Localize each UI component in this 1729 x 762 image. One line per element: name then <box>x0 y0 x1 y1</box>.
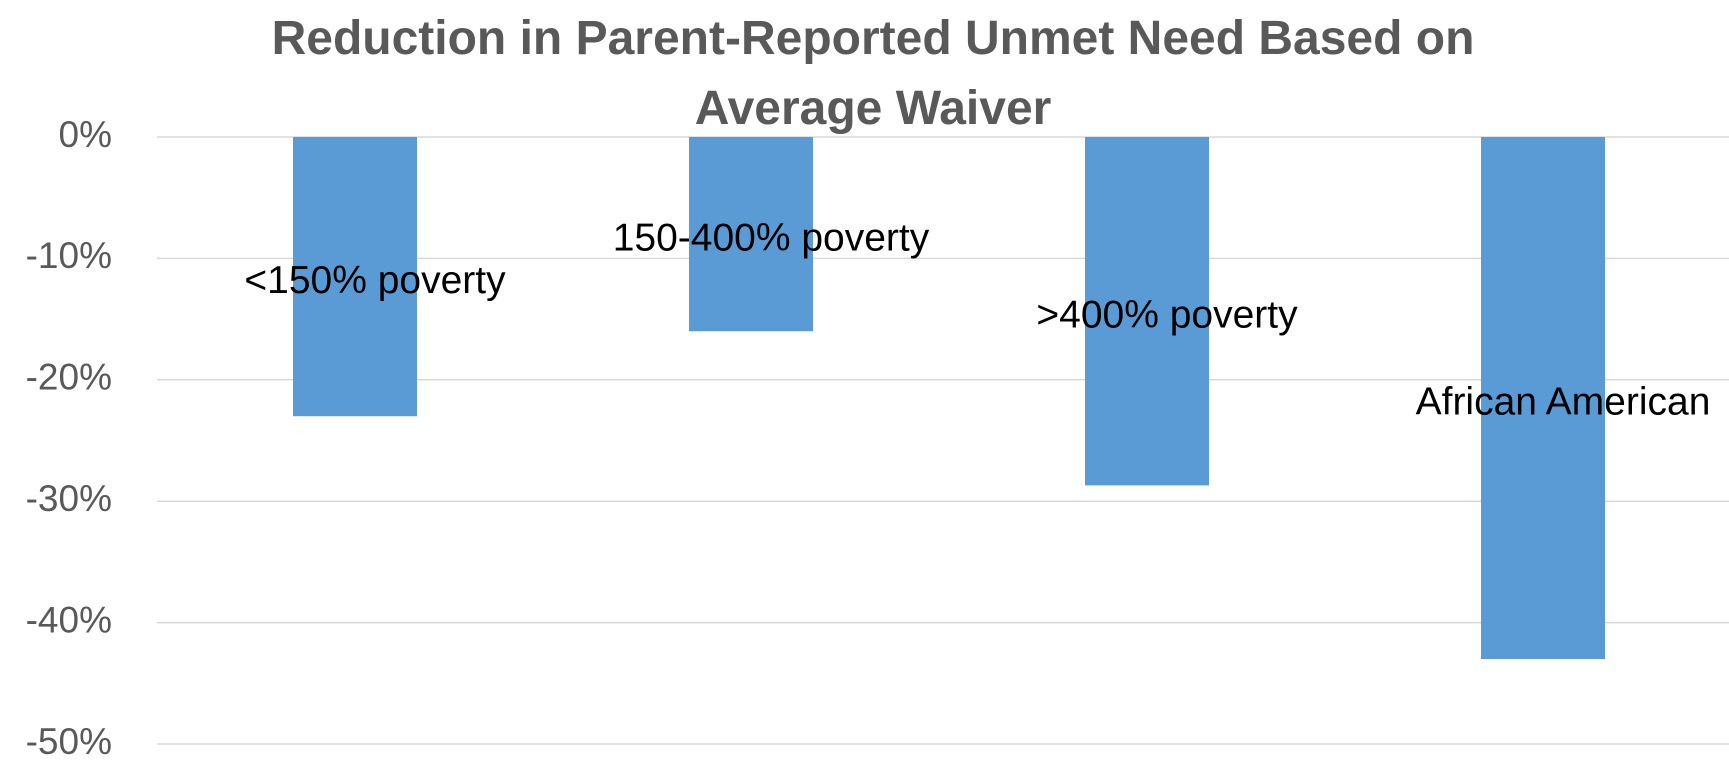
y-tick-label: -10% <box>26 235 112 276</box>
category-label: African American <box>1416 380 1711 423</box>
y-tick-label: -50% <box>26 721 112 762</box>
category-label: <150% poverty <box>244 259 506 302</box>
y-tick-label: -40% <box>26 599 112 640</box>
bar <box>293 137 417 417</box>
y-tick-label: -30% <box>26 478 112 519</box>
y-tick-label: -20% <box>26 357 112 398</box>
bar <box>1085 137 1209 486</box>
y-tick-label: 0% <box>59 114 112 155</box>
category-label: 150-400% poverty <box>613 216 930 259</box>
category-label: >400% poverty <box>1036 294 1298 337</box>
chart-title: Reduction in Parent-Reported Unmet Need … <box>271 12 1475 135</box>
bar <box>689 137 813 332</box>
bar <box>1481 137 1605 660</box>
